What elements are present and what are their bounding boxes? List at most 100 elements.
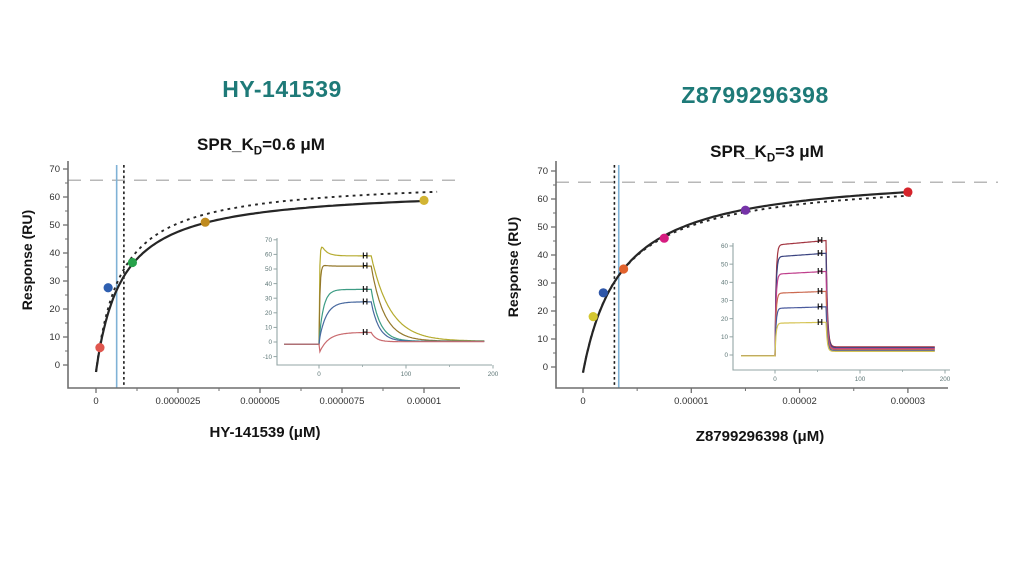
svg-text:10: 10 <box>721 334 729 341</box>
x-axis-label-right: Z8799296398 (μM) <box>695 428 825 445</box>
svg-text:30: 30 <box>537 278 548 289</box>
data-point <box>200 217 210 227</box>
svg-text:0.000005: 0.000005 <box>240 396 280 407</box>
data-point <box>903 187 913 197</box>
report-point-marker: H <box>817 302 823 311</box>
report-point-marker: H <box>817 236 823 245</box>
kd-label-prefix: SPR_K <box>197 135 254 154</box>
sensorgram-curve <box>741 239 935 357</box>
sensorgram-curve <box>741 321 935 357</box>
svg-text:0: 0 <box>724 352 728 359</box>
svg-text:10: 10 <box>537 334 548 345</box>
svg-text:60: 60 <box>265 252 273 259</box>
report-point-marker: H <box>817 318 823 327</box>
sensorgram-curve <box>741 270 935 357</box>
compound-title-right: Z8799296398 <box>681 82 829 108</box>
report-point-marker: H <box>817 287 823 296</box>
data-point <box>740 205 751 215</box>
svg-text:0.00001: 0.00001 <box>674 396 708 407</box>
svg-text:0.0000025: 0.0000025 <box>156 396 201 407</box>
data-point <box>127 257 138 268</box>
svg-text:0: 0 <box>55 360 60 371</box>
spr-binding-chart-left: 0 10 20 30 40 50 60 70 0 0.0000025 0.000005 0.00000… <box>49 161 499 407</box>
svg-text:100: 100 <box>401 371 412 378</box>
svg-text:0.00002: 0.00002 <box>782 396 816 407</box>
svg-text:30: 30 <box>49 276 60 287</box>
svg-text:20: 20 <box>49 304 60 315</box>
report-point-marker: H <box>817 249 823 258</box>
svg-text:0: 0 <box>773 376 777 383</box>
report-point-marker: H <box>362 285 368 294</box>
svg-text:30: 30 <box>721 298 729 305</box>
svg-text:40: 40 <box>721 280 729 287</box>
svg-text:50: 50 <box>265 266 273 273</box>
axes <box>555 161 948 389</box>
y-axis-label-right: Response (RU) <box>505 216 521 318</box>
svg-text:0: 0 <box>268 339 272 346</box>
svg-text:70: 70 <box>49 164 60 175</box>
svg-text:0: 0 <box>580 396 585 407</box>
fit-curve-dotted <box>582 194 913 373</box>
fit-curve-solid <box>581 191 908 373</box>
svg-text:20: 20 <box>537 306 548 317</box>
sensorgram-curve <box>741 252 935 357</box>
report-point-marker: H <box>362 328 368 337</box>
kd-subtitle-right: SPR_KD=3 μM <box>542 142 992 164</box>
svg-text:20: 20 <box>265 310 273 317</box>
kd-label-subscript: D <box>253 145 263 158</box>
fit-curve-dotted <box>95 190 438 373</box>
svg-text:50: 50 <box>721 261 729 268</box>
svg-text:0.00003: 0.00003 <box>891 396 925 407</box>
report-point-marker: H <box>817 267 823 276</box>
report-point-marker: H <box>362 262 368 271</box>
data-point <box>95 343 105 353</box>
kd-label-value: =3 μM <box>775 142 824 161</box>
svg-text:0.0000075: 0.0000075 <box>320 396 365 407</box>
x-axis-label-left: HY-141539 (μM) <box>209 424 321 441</box>
svg-text:0: 0 <box>317 371 321 378</box>
svg-text:70: 70 <box>537 166 548 177</box>
data-point <box>103 283 113 293</box>
svg-text:40: 40 <box>265 281 273 288</box>
kd-label-subscript: D <box>766 152 776 165</box>
svg-text:60: 60 <box>49 192 60 203</box>
svg-text:10: 10 <box>265 325 273 332</box>
svg-text:10: 10 <box>49 332 60 343</box>
svg-text:30: 30 <box>265 295 273 302</box>
compound-title-left: HY-141539 <box>222 76 342 102</box>
svg-text:40: 40 <box>537 250 548 261</box>
svg-text:50: 50 <box>537 222 548 233</box>
kd-label-prefix: SPR_K <box>710 142 767 161</box>
main-plot: 0 10 20 30 40 50 60 70 0 0.00001 0.00002 0.00003 <box>537 161 998 407</box>
svg-text:40: 40 <box>49 248 60 259</box>
svg-text:50: 50 <box>49 220 60 231</box>
svg-text:0.00001: 0.00001 <box>407 396 441 407</box>
data-point <box>419 195 429 205</box>
data-point <box>588 312 598 322</box>
inset-axes <box>732 243 950 371</box>
fit-curve-solid <box>94 199 425 373</box>
inset-axes <box>276 238 492 366</box>
data-point <box>619 264 629 274</box>
svg-text:-10: -10 <box>263 354 273 361</box>
svg-text:200: 200 <box>488 371 499 378</box>
report-point-marker: H <box>362 297 368 306</box>
svg-text:70: 70 <box>265 237 273 244</box>
data-point <box>659 233 669 243</box>
svg-text:100: 100 <box>855 376 866 383</box>
axes <box>67 161 460 389</box>
data-point <box>598 288 608 298</box>
kd-subtitle-left: SPR_KD=0.6 μM <box>36 135 486 157</box>
svg-text:60: 60 <box>537 194 548 205</box>
main-plot: 0 10 20 30 40 50 60 70 0 0.0000025 0.000005 0.00000… <box>49 161 462 407</box>
kd-label-value: =0.6 μM <box>262 135 325 154</box>
svg-text:20: 20 <box>721 316 729 323</box>
svg-text:200: 200 <box>940 376 951 383</box>
svg-text:0: 0 <box>543 362 548 373</box>
